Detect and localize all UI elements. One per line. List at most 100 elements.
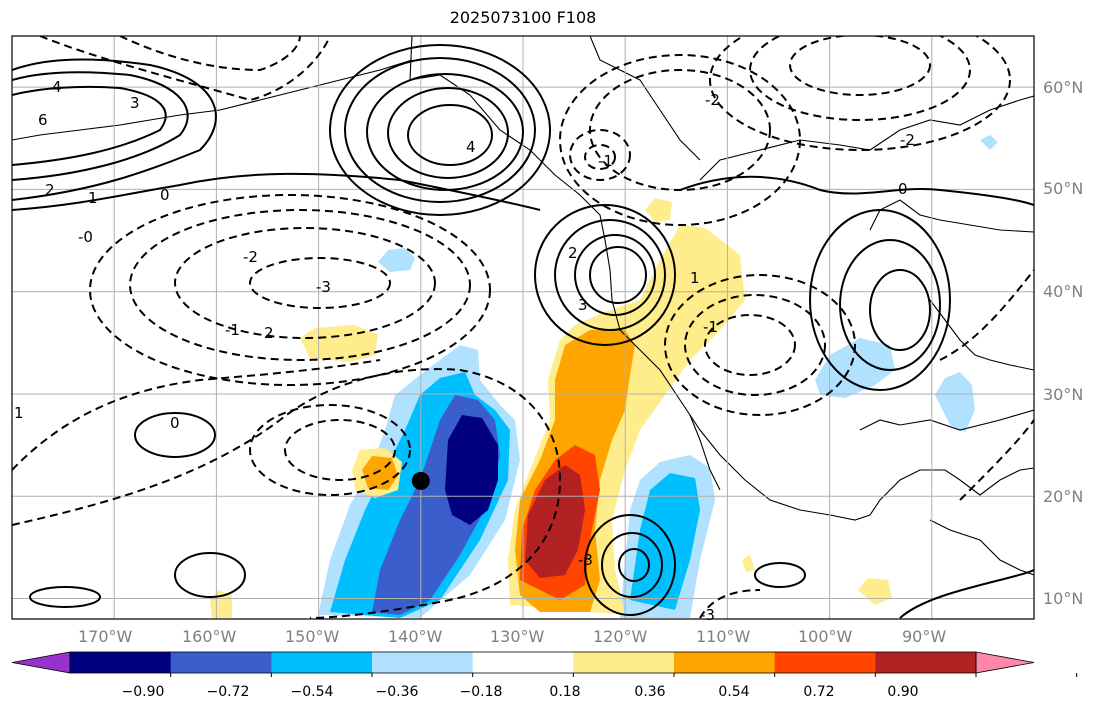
pos-spot-3: [645, 198, 672, 222]
contour-lines: [12, 44, 1034, 619]
contour-low-sw-1: [664, 274, 856, 416]
colorbar-extend-high: [975, 651, 1035, 674]
contour-low-east-2: [959, 419, 1034, 501]
contour-low-south: [699, 589, 761, 619]
contour-high-us-3: [869, 269, 931, 351]
contour-low-ne-2: [749, 36, 971, 121]
contour-small-3: [754, 562, 806, 588]
contour-labels: 6 4 3 2 1 0 -0 -1 -2 -3 2 1 0 4 3 2 -1 -…: [14, 78, 915, 624]
location-marker: [411, 471, 430, 490]
contour-small-2: [174, 552, 246, 598]
contour-label: 3: [130, 94, 140, 112]
colorbar-segment: [573, 652, 675, 673]
neg-region-south-light: [630, 473, 700, 610]
contour-high-cal-4: [589, 246, 647, 304]
graticule: [12, 36, 1034, 619]
contour-low-ak-3: [569, 129, 631, 181]
contour-label: -1: [703, 318, 718, 336]
contour-label: -3: [578, 551, 593, 569]
colorbar-tick: −0.72: [207, 684, 250, 700]
contour-label: 3: [578, 296, 588, 314]
lat-label: 10°N: [1043, 589, 1083, 608]
contour-high-alaska-5: [407, 104, 493, 166]
contour-high-alaska-2: [344, 57, 536, 203]
contour-high-cal-3: [574, 234, 656, 316]
contour-label: 0: [898, 180, 908, 198]
contour-low-sub-2: [12, 359, 381, 471]
contour-label: -3: [316, 278, 331, 296]
pos-spot-6: [742, 555, 755, 572]
lon-label: 130°W: [490, 627, 545, 646]
contour-label: -0: [78, 228, 93, 246]
pos-spot-1: [300, 325, 378, 362]
contour-low-cp-1: [89, 194, 491, 386]
contour-high-alaska-1: [329, 44, 551, 216]
colorbar-segment: [674, 652, 776, 673]
map-frame: [11, 35, 1035, 620]
lon-label: 150°W: [285, 627, 340, 646]
contour-label: 2: [568, 244, 578, 262]
colorbar-extend-low: [11, 651, 71, 674]
contour-high-wp-2: [12, 71, 189, 181]
lat-label: 40°N: [1043, 282, 1083, 301]
contour-low-ne-3: [789, 36, 931, 96]
contour-label: 6: [38, 111, 48, 129]
colorbar-tick: −0.36: [376, 684, 419, 700]
coastlines: [12, 36, 1034, 576]
figure-title: 2025073100 F108: [449, 8, 597, 27]
lat-label: 20°N: [1043, 487, 1083, 506]
lon-label: 170°W: [78, 627, 133, 646]
contour-low-ak-1: [559, 54, 801, 226]
contour-high-south-3: [618, 548, 650, 582]
contour-low-sw-2: [684, 294, 826, 396]
colorbar-tick: 0.54: [718, 684, 749, 700]
colorbar-tick: 0.72: [803, 684, 834, 700]
contour-label: -2: [900, 131, 915, 149]
contour-low-hi-1: [249, 404, 411, 496]
contour-high-south-2: [601, 532, 663, 598]
contour-low-ne-1: [709, 36, 1011, 151]
longitude-labels: 170°W 160°W 150°W 140°W 130°W 120°W 110°…: [78, 627, 946, 646]
contour-low-cp-4: [249, 257, 391, 309]
contour-high-cal-2: [554, 219, 666, 331]
colorbar-outline: [69, 651, 977, 674]
contour-high-south-1: [584, 514, 676, 616]
colorbar-segment: [774, 652, 876, 673]
colorbar-segment: [372, 652, 474, 673]
contour-label: 1: [88, 189, 98, 207]
contour-label: -3: [700, 606, 715, 624]
contour-label: -1: [598, 152, 613, 170]
neg-region-us: [815, 338, 895, 398]
colorbar-segment: [170, 652, 272, 673]
colorbar-segment: [875, 652, 977, 673]
contour-low-sub-1: [12, 368, 562, 619]
colorbar-tick: −0.90: [122, 684, 165, 700]
lat-label: 30°N: [1043, 385, 1083, 404]
contour-label: 2: [45, 181, 55, 199]
contour-low-cp-2: [129, 209, 471, 361]
pos-region-strong: [525, 465, 585, 578]
contour-high-us-1: [809, 209, 951, 391]
contour-zero-east: [679, 175, 1034, 206]
neg-spot-2: [980, 135, 998, 150]
lon-label: 140°W: [388, 627, 443, 646]
colorbar-segment: [70, 652, 172, 673]
contour-label: -2: [243, 248, 258, 266]
contour-low-east: [939, 269, 1034, 361]
lon-label: 100°W: [798, 627, 853, 646]
colorbar-tick: −0.54: [291, 684, 334, 700]
contour-label: -2: [705, 91, 720, 109]
lat-label: 50°N: [1043, 179, 1083, 198]
contour-small-1: [134, 412, 216, 458]
contour-label: 2: [264, 324, 274, 342]
anomaly-shading: [210, 135, 998, 618]
contour-low-cp-3: [174, 227, 436, 339]
contour-small-4: [29, 586, 101, 608]
colorbar: [11, 651, 1078, 677]
lat-label: 60°N: [1043, 78, 1083, 97]
contour-label: 4: [52, 78, 62, 96]
contour-high-us-2: [839, 239, 941, 371]
lon-label: 90°W: [902, 627, 946, 646]
contour-low-nw-1: [39, 36, 331, 102]
